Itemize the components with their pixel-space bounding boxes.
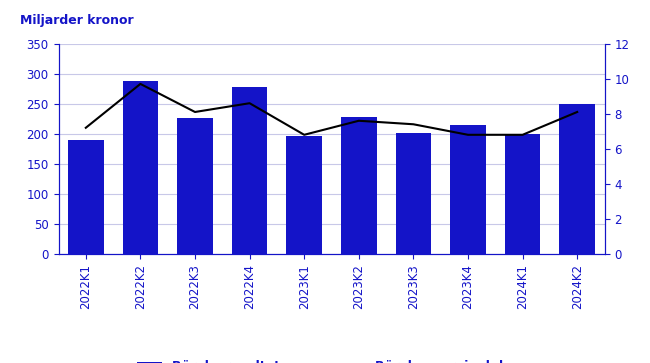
Bar — [341, 117, 376, 254]
Bar — [505, 134, 540, 254]
Text: Miljarder kronor: Miljarder kronor — [20, 14, 134, 27]
Bar — [123, 81, 158, 254]
Bar — [396, 133, 431, 254]
Bar — [560, 104, 595, 254]
Legend: Rörelseresultat, v.a., Rörelsemarginal, h.a.: Rörelseresultat, v.a., Rörelsemarginal, … — [133, 355, 530, 363]
Bar — [450, 125, 486, 254]
Bar — [232, 87, 267, 254]
Bar — [287, 136, 322, 254]
Bar — [177, 118, 213, 254]
Bar — [68, 140, 103, 254]
